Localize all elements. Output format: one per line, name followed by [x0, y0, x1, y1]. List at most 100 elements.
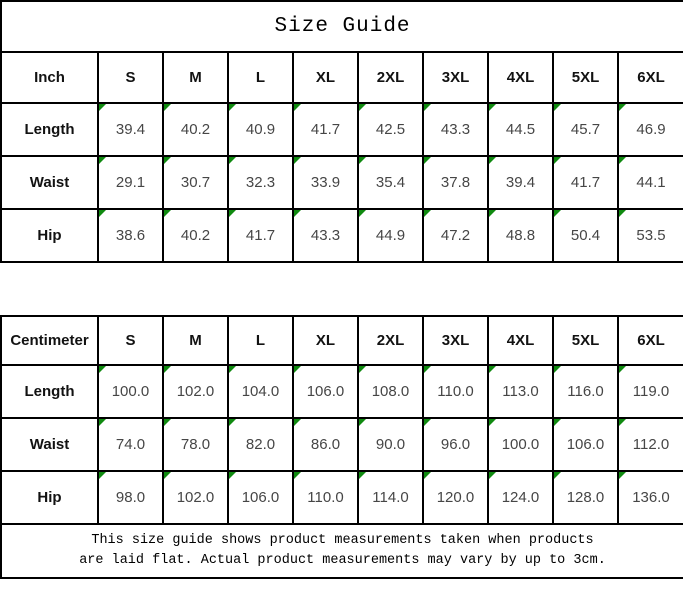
size-value: 47.2 — [440, 227, 471, 244]
cm-length-row: Length 100.0 102.0 104.0 106.0 108.0 110… — [0, 364, 683, 419]
size-value: 102.0 — [176, 383, 215, 400]
size-value: 42.5 — [375, 121, 406, 138]
corner-marker-icon — [555, 211, 561, 217]
col-header-s: S — [97, 51, 164, 104]
size-value: 108.0 — [371, 383, 410, 400]
size-value: 30.7 — [180, 174, 211, 191]
size-value: 86.0 — [310, 436, 341, 453]
col-header-5xl: 5XL — [552, 51, 619, 104]
size-value: 53.5 — [636, 227, 666, 244]
size-value: 119.0 — [632, 383, 670, 400]
corner-marker-icon — [490, 105, 496, 111]
corner-marker-icon — [100, 473, 106, 479]
size-value: 39.4 — [505, 174, 536, 191]
col-header-5xl: 5XL — [552, 315, 619, 366]
size-value-cell: 106.0 — [292, 364, 359, 419]
inch-waist-row: Waist 29.1 30.7 32.3 33.9 35.4 37.8 39.4… — [0, 155, 683, 210]
col-header-m: M — [162, 51, 229, 104]
size-value-cell: 39.4 — [97, 102, 164, 157]
size-value-cell: 40.9 — [227, 102, 294, 157]
inch-hip-row: Hip 38.6 40.2 41.7 43.3 44.9 47.2 48.8 5… — [0, 208, 683, 263]
col-header-s: S — [97, 315, 164, 366]
size-value-cell: 128.0 — [552, 470, 619, 525]
size-value-cell: 104.0 — [227, 364, 294, 419]
corner-marker-icon — [295, 158, 301, 164]
size-value: 46.9 — [636, 121, 666, 138]
size-value-cell: 82.0 — [227, 417, 294, 472]
size-value-cell: 100.0 — [487, 417, 554, 472]
col-header-2xl: 2XL — [357, 315, 424, 366]
size-value: 114.0 — [372, 489, 409, 506]
size-value: 33.9 — [310, 174, 341, 191]
size-value-cell: 40.2 — [162, 102, 229, 157]
size-value: 32.3 — [245, 174, 276, 191]
corner-marker-icon — [555, 420, 561, 426]
corner-marker-icon — [295, 105, 301, 111]
corner-marker-icon — [620, 211, 626, 217]
size-value: 40.2 — [180, 227, 211, 244]
corner-marker-icon — [425, 211, 431, 217]
corner-marker-icon — [620, 473, 626, 479]
size-value: 116.0 — [567, 383, 604, 400]
size-value-cell: 74.0 — [97, 417, 164, 472]
corner-marker-icon — [230, 367, 236, 373]
size-value-cell: 42.5 — [357, 102, 424, 157]
row-label: Hip — [0, 470, 99, 525]
corner-marker-icon — [230, 473, 236, 479]
corner-marker-icon — [620, 158, 626, 164]
corner-marker-icon — [230, 105, 236, 111]
size-value-cell: 102.0 — [162, 364, 229, 419]
corner-marker-icon — [490, 211, 496, 217]
col-header-6xl: 6XL — [616, 51, 683, 104]
corner-marker-icon — [555, 158, 561, 164]
size-value: 100.0 — [501, 436, 540, 453]
size-value: 38.6 — [115, 227, 146, 244]
corner-marker-icon — [620, 367, 626, 373]
corner-marker-icon — [490, 158, 496, 164]
size-value: 40.2 — [180, 121, 211, 138]
size-value-cell: 46.9 — [616, 102, 683, 157]
corner-marker-icon — [230, 211, 236, 217]
corner-marker-icon — [100, 105, 106, 111]
unit-header-centimeter: Centimeter — [0, 315, 99, 366]
col-header-2xl: 2XL — [357, 51, 424, 104]
size-value: 90.0 — [375, 436, 406, 453]
size-value: 43.3 — [440, 121, 471, 138]
size-value: 50.4 — [570, 227, 601, 244]
size-value-cell: 38.6 — [97, 208, 164, 263]
corner-marker-icon — [100, 211, 106, 217]
corner-marker-icon — [555, 105, 561, 111]
size-value-cell: 53.5 — [616, 208, 683, 263]
size-value: 44.9 — [375, 227, 406, 244]
size-value-cell: 47.2 — [422, 208, 489, 263]
corner-marker-icon — [490, 367, 496, 373]
corner-marker-icon — [360, 367, 366, 373]
size-value: 113.0 — [502, 383, 539, 400]
corner-marker-icon — [100, 158, 106, 164]
size-value: 44.1 — [636, 174, 666, 191]
size-value: 120.0 — [436, 489, 475, 506]
footer-note: This size guide shows product measuremen… — [0, 523, 683, 579]
corner-marker-icon — [165, 367, 171, 373]
size-value-cell: 96.0 — [422, 417, 489, 472]
col-header-xl: XL — [292, 51, 359, 104]
size-value: 110.0 — [437, 383, 474, 400]
size-value-cell: 33.9 — [292, 155, 359, 210]
size-value-cell: 102.0 — [162, 470, 229, 525]
unit-header-inch: Inch — [0, 51, 99, 104]
size-value-cell: 116.0 — [552, 364, 619, 419]
size-value-cell: 86.0 — [292, 417, 359, 472]
size-value-cell: 78.0 — [162, 417, 229, 472]
cm-header-row: Centimeter S M L XL 2XL 3XL 4XL 5XL 6XL — [0, 315, 683, 366]
size-value: 29.1 — [115, 174, 146, 191]
footer-note-line: are laid flat. Actual product measuremen… — [79, 553, 606, 568]
corner-marker-icon — [230, 420, 236, 426]
size-value: 112.0 — [632, 436, 670, 453]
corner-marker-icon — [360, 473, 366, 479]
size-value: 43.3 — [310, 227, 341, 244]
size-value: 78.0 — [180, 436, 211, 453]
corner-marker-icon — [230, 158, 236, 164]
footer-row: This size guide shows product measuremen… — [0, 523, 683, 579]
cm-hip-row: Hip 98.0 102.0 106.0 110.0 114.0 120.0 1… — [0, 470, 683, 525]
